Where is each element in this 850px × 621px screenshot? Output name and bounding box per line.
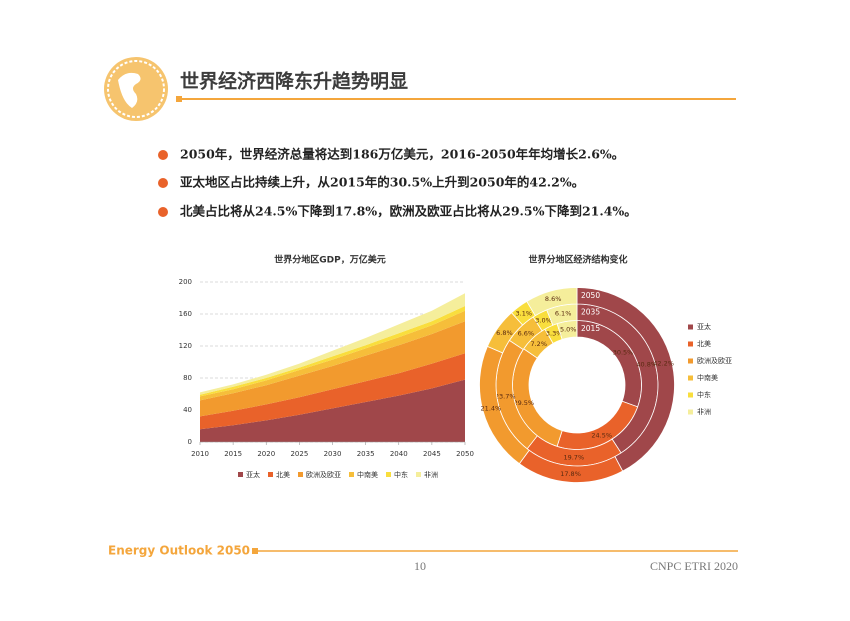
ring-label: 2050 (581, 291, 600, 300)
x-tick-label: 2040 (390, 450, 408, 458)
rule-dot (252, 548, 258, 554)
x-tick-label: 2010 (191, 450, 209, 458)
x-tick-label: 2035 (357, 450, 375, 458)
rule-dot (176, 96, 182, 102)
x-tick-label: 2020 (257, 450, 275, 458)
value-label: 6.6% (518, 329, 535, 337)
ring-label: 2035 (581, 307, 600, 316)
value-label: 24.5% (591, 432, 612, 440)
y-tick-label: 200 (179, 278, 192, 286)
footer-org: CNPC ETRI 2020 (650, 559, 738, 573)
legend-label: 非洲 (424, 470, 438, 479)
legend-swatch (349, 472, 354, 477)
area (200, 379, 465, 442)
chart-title: 世界分地区GDP，万亿美元 (274, 254, 385, 266)
bullet-text: 2050年，世界经济总量将达到186万亿美元，2016-2050年年均增长2.6… (180, 147, 624, 162)
value-label: 29.5% (513, 399, 534, 407)
value-label: 23.7% (495, 393, 516, 401)
x-tick-label: 2015 (224, 450, 242, 458)
y-tick-label: 80 (183, 374, 192, 382)
value-label: 30.5% (613, 349, 634, 357)
legend-swatch (298, 472, 303, 477)
value-label: 40.8% (636, 360, 657, 368)
bullet-icon (158, 178, 168, 188)
value-label: 17.8% (560, 470, 581, 478)
page-number: 10 (414, 559, 426, 573)
value-label: 5.0% (560, 325, 577, 333)
legend-swatch (688, 358, 693, 364)
value-label: 6.1% (555, 310, 572, 318)
legend-label: 中东 (394, 470, 408, 479)
value-label: 3.3% (546, 330, 563, 338)
x-tick-label: 2050 (456, 450, 474, 458)
legend-label: 北美 (276, 470, 290, 479)
value-label: 7.2% (530, 340, 547, 348)
legend-swatch (268, 472, 273, 477)
value-label: 3.1% (516, 309, 533, 317)
y-tick-label: 160 (179, 310, 192, 318)
y-tick-label: 0 (188, 438, 192, 446)
footer-brand: Energy Outlook 2050 (108, 544, 250, 558)
x-tick-label: 2045 (423, 450, 441, 458)
area (200, 353, 465, 430)
legend-swatch (688, 375, 693, 381)
legend-swatch (688, 341, 693, 347)
legend-swatch (688, 409, 693, 415)
value-label: 19.7% (563, 454, 584, 462)
bullets: 2050年，世界经济总量将达到186万亿美元，2016-2050年年均增长2.6… (158, 147, 637, 219)
legend-label: 亚太 (697, 322, 711, 331)
legend-label: 非洲 (697, 407, 711, 416)
bullet-icon (158, 150, 168, 160)
value-label: 8.6% (545, 295, 562, 303)
legend-swatch (688, 324, 693, 330)
value-label: 3.0% (535, 316, 552, 324)
legend-swatch (386, 472, 391, 477)
legend-swatch (238, 472, 243, 477)
legend-label: 欧洲及欧亚 (697, 356, 732, 365)
legend-label: 中南美 (697, 373, 718, 382)
chart-title: 世界分地区经济结构变化 (528, 254, 627, 266)
bullet-text: 北美占比将从24.5%下降到17.8%，欧洲及欧亚占比将从29.5%下降到21.… (180, 204, 637, 219)
legend-swatch (416, 472, 421, 477)
legend-label: 北美 (697, 339, 711, 348)
legend-label: 亚太 (246, 470, 260, 479)
legend-label: 中东 (697, 390, 711, 399)
x-tick-label: 2025 (290, 450, 308, 458)
legend-label: 中南美 (357, 470, 378, 479)
donut-segment (526, 287, 578, 317)
area (200, 321, 465, 417)
globe-icon (104, 57, 168, 121)
value-label: 21.4% (481, 404, 502, 412)
ring-label: 2015 (581, 324, 600, 333)
value-label: 42.2% (653, 359, 674, 367)
legend-swatch (688, 392, 693, 398)
y-tick-label: 40 (183, 406, 192, 414)
legend-label: 欧洲及欧亚 (306, 470, 341, 479)
x-tick-label: 2030 (324, 450, 342, 458)
y-tick-label: 120 (179, 342, 192, 350)
slide-title: 世界经济西降东升趋势明显 (180, 70, 408, 93)
value-label: 6.8% (496, 329, 513, 337)
area (200, 310, 465, 401)
bullet-text: 亚太地区占比持续上升，从2015年的30.5%上升到2050年的42.2%。 (180, 175, 584, 190)
bullet-icon (158, 207, 168, 217)
